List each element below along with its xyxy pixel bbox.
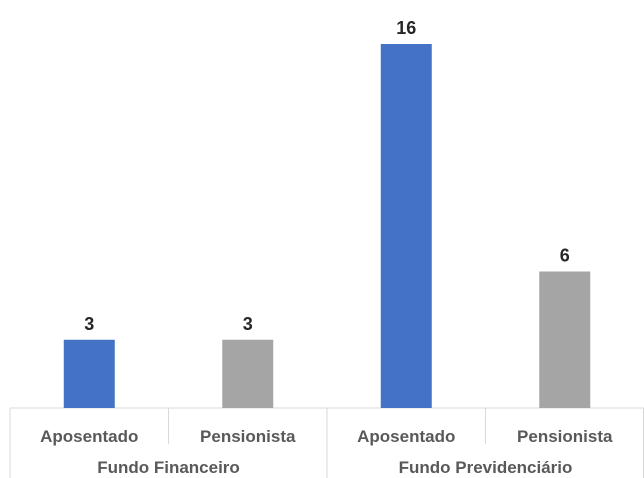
group-tick-label: Fundo Financeiro [97, 458, 240, 477]
bar [222, 339, 274, 408]
bar [539, 271, 591, 408]
data-label: 6 [560, 246, 570, 266]
bar [63, 339, 115, 408]
category-tick-label: Aposentado [40, 427, 138, 446]
category-tick-label: Aposentado [357, 427, 455, 446]
data-label: 3 [243, 314, 253, 334]
data-label: 16 [396, 18, 416, 38]
bar [380, 44, 432, 408]
data-label: 3 [84, 314, 94, 334]
category-tick-label: Pensionista [517, 427, 613, 446]
group-tick-label: Fundo Previdenciário [399, 458, 573, 477]
category-tick-label: Pensionista [200, 427, 296, 446]
